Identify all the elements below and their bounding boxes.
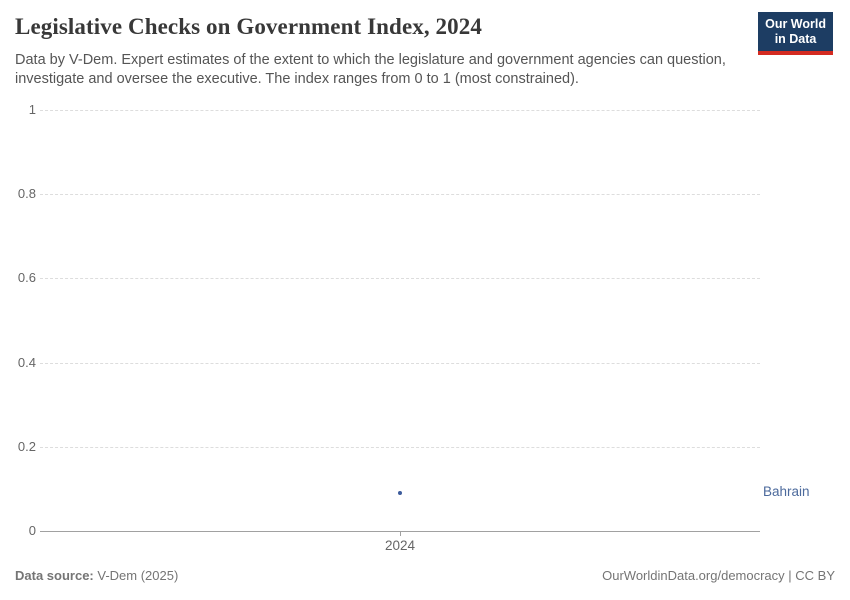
chart-subtitle: Data by V-Dem. Expert estimates of the e… <box>15 52 726 87</box>
owid-logo[interactable]: Our World in Data <box>758 12 833 55</box>
y-gridline <box>40 194 760 196</box>
y-axis-tick-label: 0.8 <box>17 186 36 202</box>
data-source-note: Data source: V-Dem (2025) <box>15 568 178 583</box>
y-gridline <box>40 362 760 364</box>
owid-logo-line1: Our World <box>765 17 826 31</box>
y-axis-tick-label: 0.4 <box>17 354 36 370</box>
y-axis-tick-label: 0.2 <box>17 438 36 454</box>
chart-footer: Data source: V-Dem (2025) OurWorldinData… <box>15 568 835 583</box>
entity-label-bahrain[interactable]: Bahrain <box>763 484 810 500</box>
y-gridline <box>40 446 760 448</box>
x-axis-tick <box>400 531 401 536</box>
data-source-label: Data source: <box>15 568 94 583</box>
owid-logo-line2: in Data <box>774 32 817 46</box>
x-axis-tick-label: 2024 <box>384 538 416 553</box>
data-point-bahrain[interactable] <box>398 491 402 496</box>
y-axis-tick-label: 0.6 <box>17 270 36 286</box>
credit-link[interactable]: OurWorldinData.org/democracy | CC BY <box>602 568 835 583</box>
page-title: Legislative Checks on Government Index, … <box>15 14 482 39</box>
y-gridline <box>40 278 760 280</box>
y-gridline <box>40 110 760 111</box>
data-source-value: V-Dem (2025) <box>93 568 179 583</box>
y-axis-tick-label: 1 <box>28 102 36 117</box>
y-axis-tick-label: 0 <box>28 523 36 538</box>
